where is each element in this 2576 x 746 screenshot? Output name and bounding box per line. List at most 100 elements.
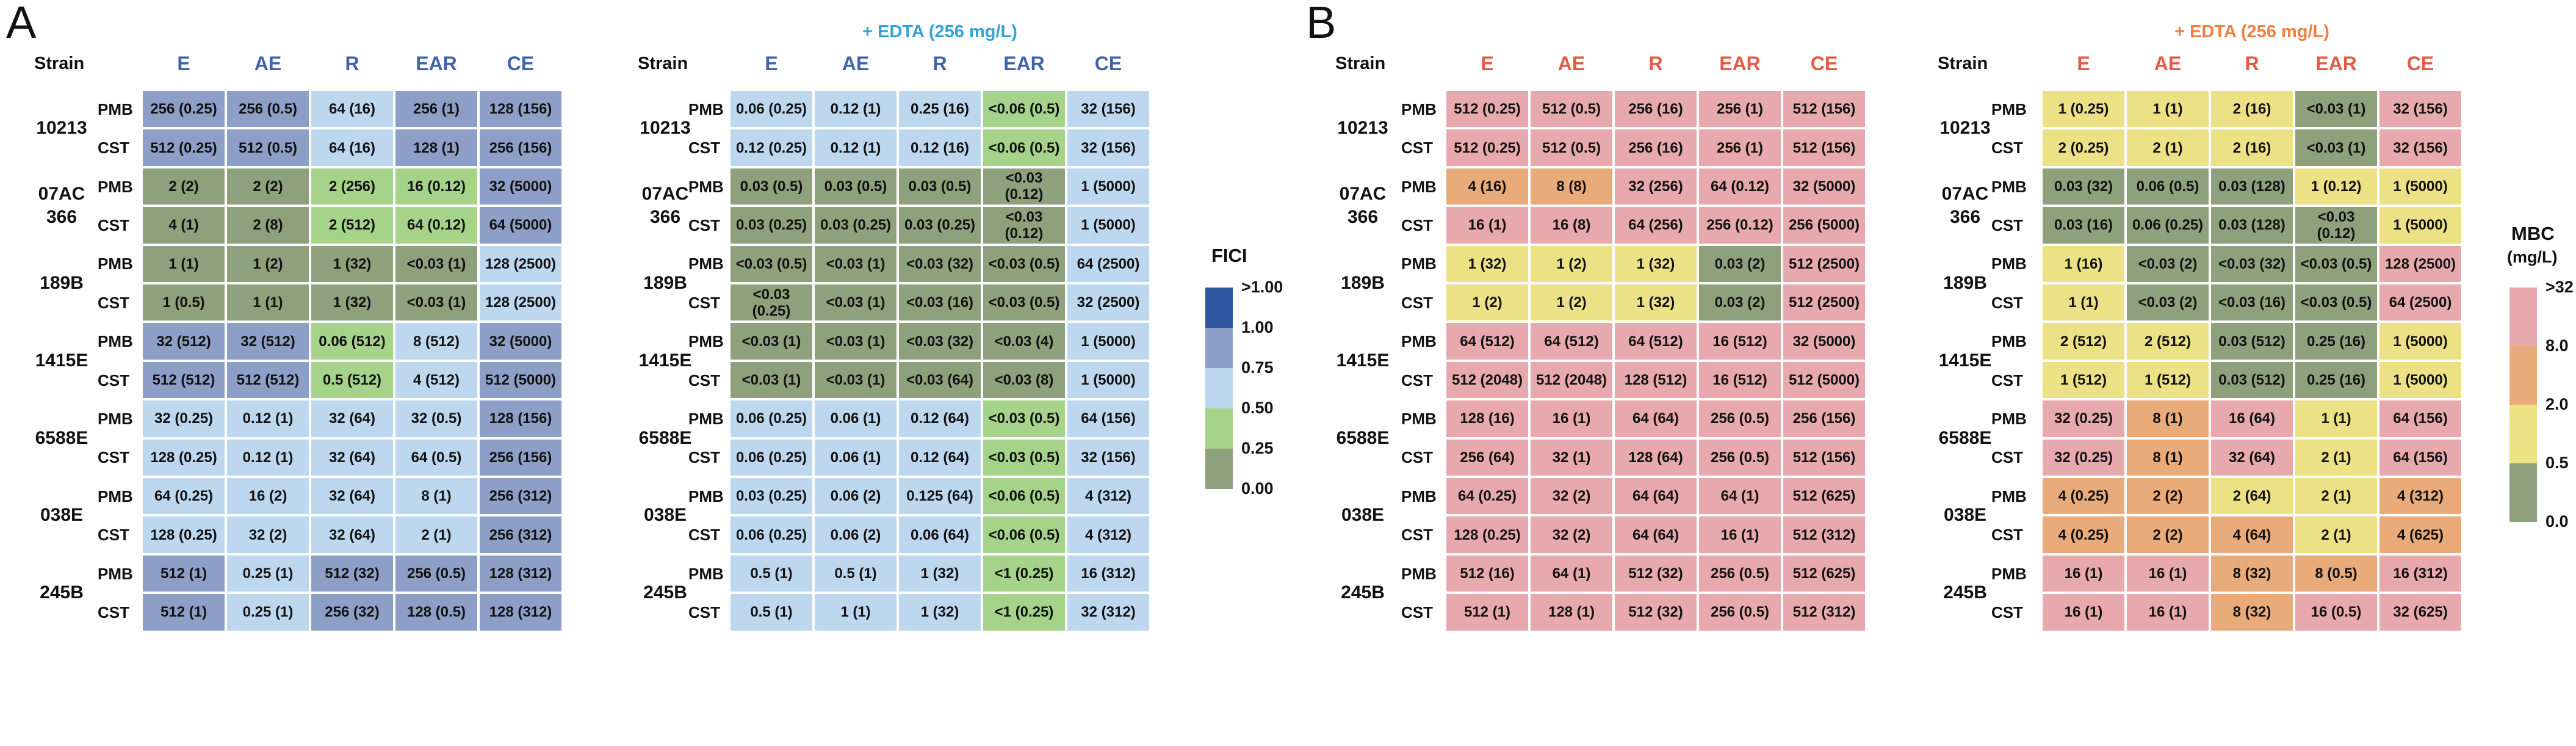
legend-fici-band: [1205, 288, 1233, 328]
heatmap-cell: 2 (1): [2294, 477, 2378, 516]
row-label-cst: CST: [98, 526, 129, 545]
strain-header: Strain: [34, 54, 85, 73]
heatmap-cell: 64 (2500): [1066, 244, 1150, 283]
heatmap-cell: 256 (0.5): [1698, 399, 1782, 438]
heatmap-cell: 2 (1): [2126, 128, 2210, 167]
heatmap-cell: 512 (2048): [1529, 360, 1614, 400]
heatmap-cell: 16 (312): [1066, 554, 1150, 593]
row-label-cst: CST: [1991, 526, 2023, 545]
heatmap-cell: 2 (16): [2210, 90, 2294, 129]
row-label-pmb: PMB: [688, 332, 724, 351]
heatmap-cell: 1 (5000): [2378, 360, 2462, 400]
heatmap-cell: 0.12 (64): [898, 399, 982, 438]
column-header-ce: CE: [1094, 53, 1122, 74]
heatmap-cell: <0.03 (8): [982, 360, 1066, 400]
heatmap-cell: 4 (0.25): [2041, 515, 2126, 554]
heatmap-cell: 16 (512): [1698, 360, 1782, 400]
heatmap-cell: 256 (156): [478, 128, 563, 167]
row-label-pmb: PMB: [1401, 177, 1437, 196]
heatmap-cell: 4 (0.25): [2041, 477, 2126, 516]
row-label-cst: CST: [1991, 603, 2023, 621]
heatmap-cell: 256 (0.5): [1698, 554, 1782, 593]
heatmap-cell: 1 (16): [2041, 244, 2126, 283]
row-label-pmb: PMB: [688, 177, 724, 196]
row-label-pmb: PMB: [1401, 255, 1437, 273]
heatmap-cell: 256 (156): [478, 438, 563, 477]
heatmap-cell: 512 (5000): [478, 360, 563, 400]
heatmap-cell: 0.03 (0.5): [898, 167, 982, 206]
strain-label: 10213: [1337, 118, 1388, 139]
column-header-r: R: [933, 53, 947, 74]
heatmap-cell: 0.12 (1): [814, 90, 898, 129]
heatmap-cell: 256 (0.5): [1698, 593, 1782, 632]
row-label-pmb: PMB: [98, 100, 133, 118]
heatmap-cell: 64 (2500): [2378, 283, 2462, 322]
heatmap-cell: 32 (5000): [1782, 167, 1866, 206]
row-label-cst: CST: [1991, 371, 2023, 389]
heatmap-cell: 8 (1): [2126, 438, 2210, 477]
heatmap-cell: 0.03 (2): [1698, 244, 1782, 283]
heatmap-cell: 512 (0.25): [1445, 90, 1529, 129]
heatmap-cell: 32 (256): [1614, 167, 1698, 206]
heatmap-cell: <0.03 (0.5): [982, 399, 1066, 438]
column-header-e: E: [2077, 53, 2090, 74]
heatmap-cell: <0.03 (1): [394, 244, 478, 283]
heatmap-cell: 16 (8): [1529, 206, 1614, 245]
heatmap-cell: 0.03 (32): [2041, 167, 2126, 206]
heatmap-cell: 1 (32): [898, 593, 982, 632]
heatmap-cell: 0.03 (128): [2210, 167, 2294, 206]
heatmap-cell: 1 (32): [1445, 244, 1529, 283]
row-label-cst: CST: [1401, 293, 1433, 312]
heatmap-cell: 256 (1): [1698, 90, 1782, 129]
heatmap-cell: <0.06 (0.5): [982, 515, 1066, 554]
heatmap-cell: 1 (2): [1445, 283, 1529, 322]
heatmap-cell: 16 (1): [2041, 593, 2126, 632]
heatmap-cell: <0.03 (1): [814, 244, 898, 283]
heatmap-cell: <0.03 (0.5): [2294, 283, 2378, 322]
row-label-pmb: PMB: [1401, 487, 1437, 505]
heatmap-cell: <0.03 (16): [2210, 283, 2294, 322]
row-label-pmb: PMB: [1401, 409, 1437, 428]
heatmap-cell: 512 (156): [1782, 128, 1866, 167]
heatmap-cell: <0.03 (2): [2126, 283, 2210, 322]
row-label-pmb: PMB: [1991, 564, 2027, 583]
heatmap-cell: 512 (0.5): [226, 128, 310, 167]
heatmap-cell: 1 (0.25): [2041, 90, 2126, 129]
legend-mbc-tick: >32: [2545, 278, 2574, 296]
heatmap-cell: 8 (1): [394, 477, 478, 516]
heatmap-cell: 0.06 (2): [814, 515, 898, 554]
heatmap-cell: 128 (0.5): [394, 593, 478, 632]
column-header-r: R: [1648, 53, 1663, 74]
heatmap-cell: 32 (0.25): [142, 399, 226, 438]
heatmap-cell: 0.125 (64): [898, 477, 982, 516]
row-label-pmb: PMB: [98, 255, 133, 273]
row-label-pmb: PMB: [1991, 409, 2027, 428]
heatmap-cell: 32 (156): [1066, 438, 1150, 477]
heatmap-cell: 16 (2): [226, 477, 310, 516]
heatmap-cell: 1 (32): [1614, 244, 1698, 283]
legend-mbc-tick: 0.5: [2545, 454, 2569, 472]
heatmap-cell: 128 (156): [478, 399, 563, 438]
heatmap-cell: 1 (5000): [1066, 167, 1150, 206]
legend-fici-tick: 0.00: [1241, 479, 1274, 498]
heatmap-cell: <1 (0.25): [982, 593, 1066, 632]
row-label-cst: CST: [688, 215, 720, 234]
heatmap-cell: 128 (1): [394, 128, 478, 167]
column-header-ear: EAR: [416, 53, 457, 74]
heatmap-cell: 32 (0.5): [394, 399, 478, 438]
edta-title: + EDTA (256 mg/L): [2174, 22, 2329, 42]
row-label-cst: CST: [1991, 293, 2023, 312]
row-label-pmb: PMB: [688, 409, 724, 428]
heatmap-cell: 0.06 (0.25): [729, 399, 814, 438]
heatmap-cell: 4 (64): [2210, 515, 2294, 554]
row-label-cst: CST: [1401, 603, 1433, 621]
heatmap-cell: 32 (312): [1066, 593, 1150, 632]
heatmap-cell: 1 (1): [814, 593, 898, 632]
strain-label: 6588E: [1336, 427, 1390, 448]
heatmap-cell: 512 (1): [142, 554, 226, 593]
strain-label: 189B: [40, 273, 84, 293]
heatmap-cell: 4 (512): [394, 360, 478, 400]
heatmap-cell: 32 (5000): [1782, 322, 1866, 361]
heatmap-cell: 64 (512): [1445, 322, 1529, 361]
heatmap-cell: 1 (1): [2041, 283, 2126, 322]
